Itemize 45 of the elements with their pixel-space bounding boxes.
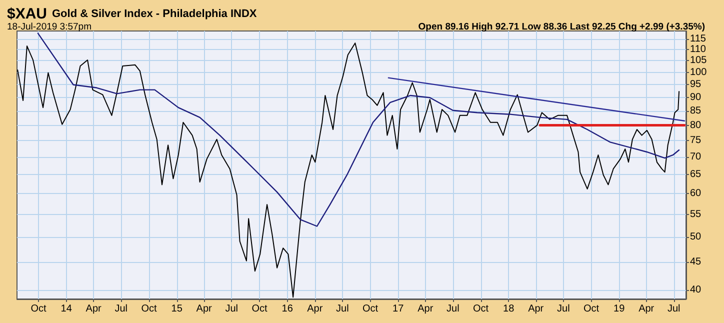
x-tick-label: Jul bbox=[225, 304, 238, 314]
x-tick-label: Jul bbox=[557, 304, 570, 314]
x-tick-label: Apr bbox=[307, 304, 324, 314]
x-tick-label: Jul bbox=[446, 304, 460, 314]
x-tick-label: 17 bbox=[392, 304, 404, 314]
y-tick-label: 65 bbox=[690, 169, 702, 180]
y-tick-label: 105 bbox=[690, 55, 708, 66]
x-tick-label: 18 bbox=[503, 304, 515, 314]
x-tick-label: 14 bbox=[60, 304, 72, 314]
y-tick-label: 50 bbox=[690, 231, 702, 242]
y-tick-label: 70 bbox=[690, 152, 702, 163]
y-tick-label: 80 bbox=[690, 120, 702, 131]
x-tick-label: Oct bbox=[362, 304, 378, 314]
x-tick-label: 15 bbox=[171, 304, 183, 314]
annotation: Open 89.16 High 92.71 Low 88.36 Last 92.25 Chg +2.99 (+3.35%) bbox=[418, 22, 705, 32]
y-tick-label: 45 bbox=[690, 256, 702, 268]
x-tick-label: Jul bbox=[336, 304, 349, 314]
line-series bbox=[17, 42, 680, 298]
x-tick-label: Oct bbox=[141, 304, 157, 314]
chart-subtitle: 18-Jul-2019 3:57pm bbox=[7, 22, 92, 32]
x-tick-label: Apr bbox=[638, 304, 655, 314]
y-tick-label: 90 bbox=[690, 92, 702, 103]
x-tick-label: Oct bbox=[252, 304, 268, 314]
x-tick-label: Apr bbox=[528, 304, 544, 314]
y-tick-label: 40 bbox=[690, 284, 702, 296]
x-tick-label: Apr bbox=[86, 304, 102, 314]
x-tick-label: Oct bbox=[472, 304, 489, 314]
x-tick-label: 16 bbox=[282, 304, 294, 314]
chart-title: $XAU Gold & Silver Index - Philadelphia INDX bbox=[7, 6, 258, 22]
x-tick-label: Oct bbox=[30, 304, 46, 314]
x-tick-label: Jul bbox=[667, 304, 680, 314]
y-tick-label: 85 bbox=[690, 105, 702, 116]
y-tick-label: 100 bbox=[690, 66, 708, 78]
x-tick-label: Jul bbox=[114, 304, 128, 314]
x-tick-label: Apr bbox=[418, 304, 434, 314]
y-tick-label: 110 bbox=[690, 44, 706, 56]
y-tick-label: 75 bbox=[690, 135, 702, 146]
x-tick-label: 19 bbox=[614, 304, 626, 314]
line-series bbox=[37, 32, 680, 227]
y-tick-label: 95 bbox=[690, 78, 702, 90]
y-tick-label: 60 bbox=[690, 188, 702, 200]
y-tick-label: 55 bbox=[690, 208, 702, 220]
x-tick-label: Apr bbox=[196, 304, 213, 314]
y-tick-label: 115 bbox=[690, 34, 706, 45]
x-tick-label: Oct bbox=[583, 304, 600, 314]
